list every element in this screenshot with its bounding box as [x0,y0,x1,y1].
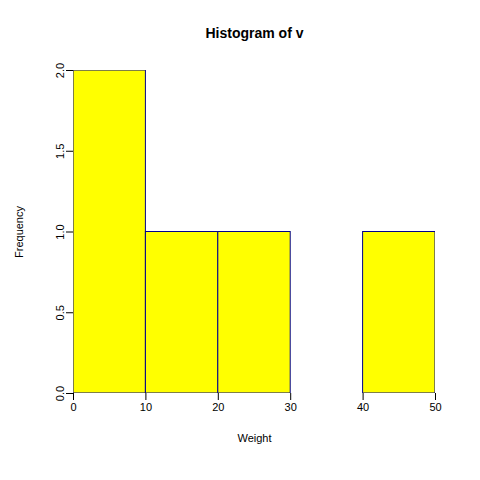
svg-text:Histogram of v: Histogram of v [205,25,303,41]
svg-text:0: 0 [70,401,76,413]
svg-text:Frequency: Frequency [13,206,25,258]
svg-text:2.0: 2.0 [54,63,66,78]
svg-text:10: 10 [140,401,152,413]
svg-text:1.0: 1.0 [54,224,66,239]
svg-text:0.0: 0.0 [54,386,66,401]
svg-text:Weight: Weight [237,432,271,444]
svg-text:20: 20 [212,401,224,413]
svg-text:50: 50 [429,401,441,413]
svg-text:0.5: 0.5 [54,305,66,320]
svg-text:40: 40 [357,401,369,413]
svg-text:30: 30 [285,401,297,413]
svg-text:1.5: 1.5 [54,144,66,159]
